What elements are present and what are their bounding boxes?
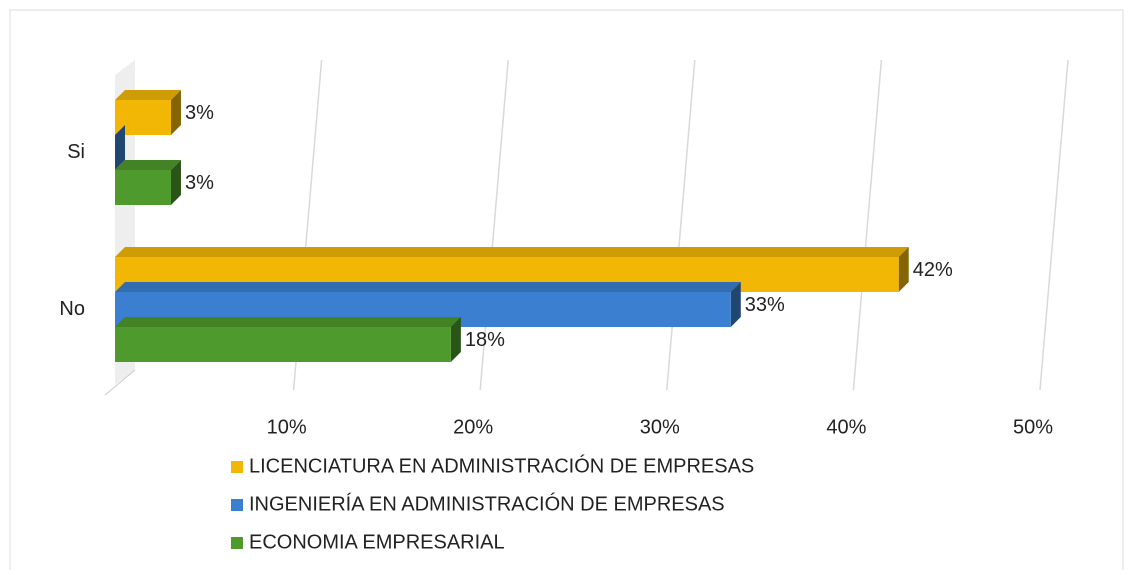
x-tick-label: 50% [1013,416,1053,438]
bar-face [115,282,741,292]
legend-label: INGENIERÍA EN ADMINISTRACIÓN DE EMPRESAS [249,492,725,515]
bar-face [115,160,181,170]
x-tick-label: 10% [267,416,307,438]
bar-face [115,317,461,327]
bar-face [170,90,181,135]
grid-line [1039,59,1069,391]
legend-label: LICENCIATURA EN ADMINISTRACIÓN DE EMPRES… [249,454,754,477]
bar [115,160,181,205]
bar-face [170,160,181,205]
bar [115,125,125,170]
data-label: 3% [185,102,214,124]
y-tick-label: Si [67,141,85,163]
chart-border [9,9,1124,575]
x-tick-label: 40% [826,416,866,438]
bar-face [115,170,171,205]
grid-line [479,59,509,391]
data-label: 3% [185,172,214,194]
bar-face [898,247,909,292]
grid-line [666,59,696,391]
data-label: 33% [745,294,785,316]
legend-swatch [231,537,243,549]
bar-face [115,327,451,362]
data-label: 42% [913,259,953,281]
data-label: 18% [465,329,505,351]
floor-edge [104,369,136,396]
grid-line [852,59,883,391]
x-tick-label: 30% [640,416,680,438]
x-tick-label: 20% [453,416,493,438]
legend-swatch [231,499,243,511]
bar-face [115,90,181,100]
bar-face [115,125,125,170]
bar-face [730,282,741,327]
bar [115,317,461,362]
bar-face [115,247,909,257]
y-tick-label: No [59,298,85,320]
legend-label: ECONOMIA EMPRESARIAL [249,531,505,553]
bar-face [450,317,461,362]
legend-swatch [231,461,243,473]
